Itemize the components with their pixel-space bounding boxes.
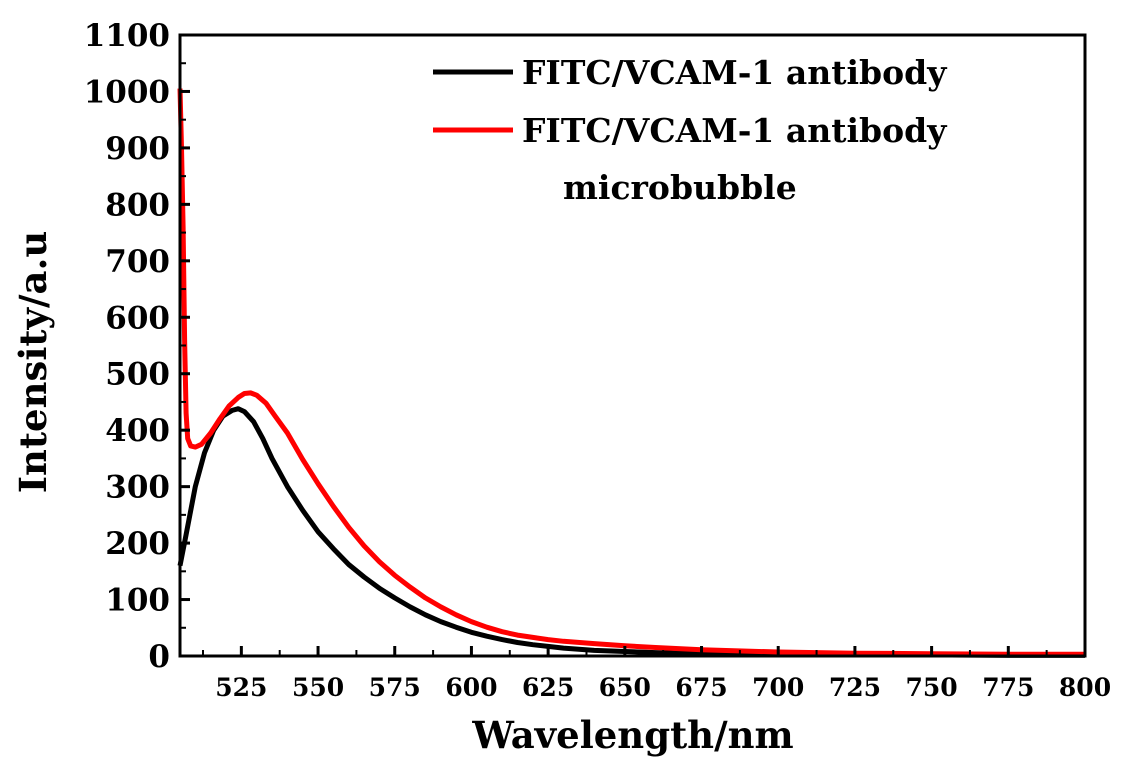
y-tick-label: 600 <box>105 300 170 336</box>
x-tick-label: 700 <box>752 673 804 702</box>
x-tick-label: 675 <box>675 673 727 702</box>
y-tick-label: 500 <box>105 357 170 393</box>
legend-item: FITC/VCAM-1 antibody <box>433 53 947 92</box>
x-tick-label: 800 <box>1059 673 1111 702</box>
x-tick-label: 575 <box>369 673 421 702</box>
legend-label: FITC/VCAM-1 antibody <box>522 53 947 92</box>
series-line <box>177 406 1085 658</box>
x-tick-label: 550 <box>292 673 344 702</box>
x-tick-label: 600 <box>445 673 497 702</box>
series-line <box>177 88 1085 657</box>
x-tick-label: 750 <box>906 673 958 702</box>
x-axis-title: Wavelength/nm <box>471 713 793 757</box>
x-tick-label: 525 <box>215 673 267 702</box>
legend-label: FITC/VCAM-1 antibody <box>522 111 947 150</box>
y-tick-label: 100 <box>105 583 170 619</box>
y-tick-label: 1100 <box>84 18 170 54</box>
y-tick-label: 400 <box>105 413 170 449</box>
x-tick-label: 625 <box>522 673 574 702</box>
series-layer <box>177 88 1085 658</box>
y-axis: 0 100 200 300 400 500 600 700 800 900 1000 1100 <box>84 18 190 675</box>
y-tick-label: 1000 <box>84 74 170 110</box>
legend-label-line2: microbubble <box>563 168 797 207</box>
y-tick-label: 300 <box>105 470 170 506</box>
x-tick-label: 725 <box>829 673 881 702</box>
y-tick-label: 800 <box>105 187 170 223</box>
legend-item: FITC/VCAM-1 antibody microbubble <box>433 111 947 207</box>
y-tick-label: 700 <box>105 244 170 280</box>
y-tick-label: 900 <box>105 131 170 167</box>
y-axis-title: Intensity/a.u <box>11 231 55 494</box>
legend: FITC/VCAM-1 antibody FITC/VCAM-1 antibod… <box>433 53 947 207</box>
x-axis: 525 550 575 600 625 650 675 700 725 750 775 800 <box>202 646 1111 702</box>
x-tick-label: 650 <box>599 673 651 702</box>
x-tick-label: 775 <box>982 673 1034 702</box>
y-tick-label: 200 <box>105 526 170 562</box>
y-tick-label: 0 <box>148 639 170 675</box>
